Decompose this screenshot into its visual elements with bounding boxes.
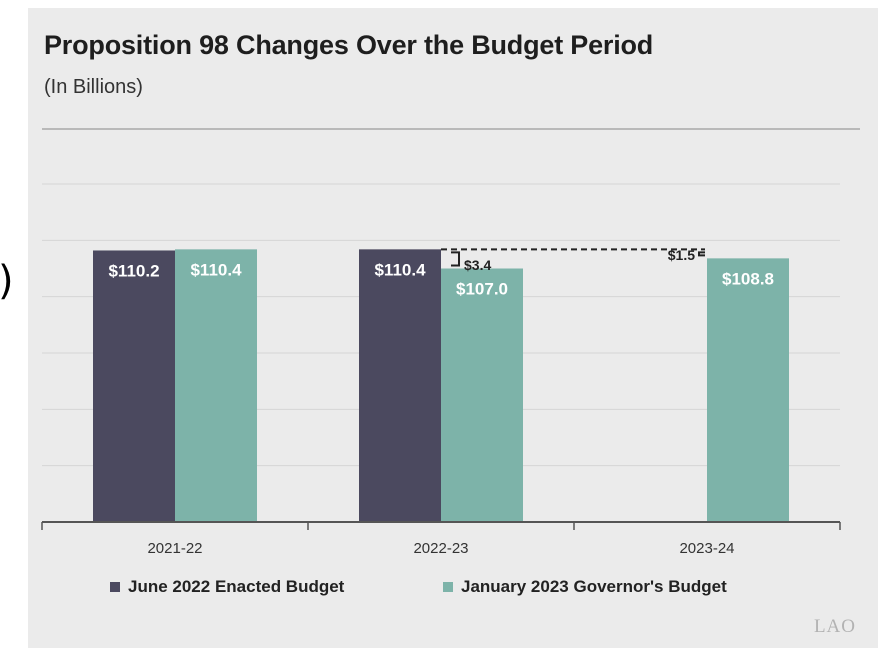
bar-governor-2022-23 bbox=[441, 268, 523, 522]
x-tick-label: 2022-23 bbox=[413, 540, 468, 557]
legend-label: January 2023 Governor's Budget bbox=[461, 577, 727, 596]
bracket-annotation bbox=[698, 251, 705, 257]
bar-chart: $110.2 $110.4 2021-22 $110.4 $107.0 2022-23 $1… bbox=[41, 183, 841, 596]
legend-swatch bbox=[110, 582, 120, 592]
annotation-label: $3.4 bbox=[464, 257, 491, 273]
bracket-annotation bbox=[451, 251, 460, 267]
bar-enacted-2022-23 bbox=[359, 249, 441, 522]
title-divider bbox=[42, 128, 860, 130]
legend-swatch bbox=[443, 582, 453, 592]
bar-governor-2021-22 bbox=[175, 249, 257, 522]
data-label: $108.8 bbox=[722, 269, 774, 288]
x-tick-label: 2023-24 bbox=[679, 540, 734, 557]
data-label: $110.4 bbox=[190, 260, 242, 279]
lao-logo: LAO bbox=[813, 616, 856, 637]
x-tick-label: 2021-22 bbox=[147, 540, 202, 557]
bar-governor-2023-24 bbox=[707, 258, 789, 522]
chart-title: Proposition 98 Changes Over the Budget P… bbox=[44, 30, 654, 60]
bar-enacted-2021-22 bbox=[93, 250, 175, 522]
legend-label: June 2022 Enacted Budget bbox=[128, 577, 345, 596]
chart-subtitle: (In Billions) bbox=[44, 76, 143, 98]
data-label: $107.0 bbox=[456, 280, 508, 299]
data-label: $110.2 bbox=[108, 261, 159, 280]
data-label: $110.4 bbox=[374, 260, 426, 279]
annotation-label: $1.5 bbox=[668, 247, 695, 263]
edge-paren: ) bbox=[0, 258, 14, 304]
chart-panel: Proposition 98 Changes Over the Budget P… bbox=[28, 8, 878, 648]
